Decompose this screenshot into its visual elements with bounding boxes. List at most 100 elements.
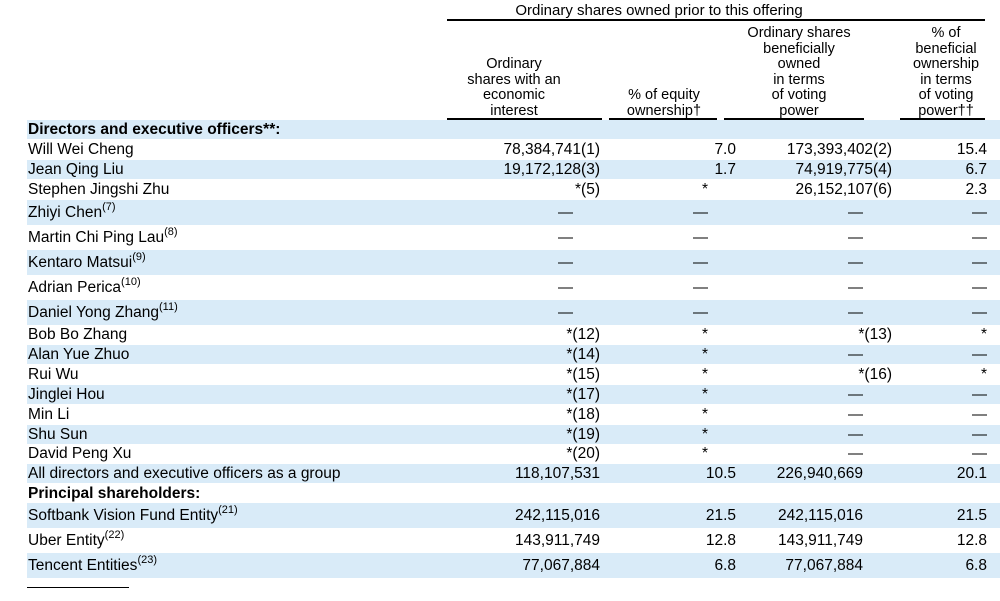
voting-percent-value: — bbox=[972, 204, 987, 221]
holder-name: Martin Chi Ping Lau(8) bbox=[28, 225, 178, 250]
voting-shares-value: — bbox=[848, 254, 863, 271]
table-row: Min Li *(18) * — — bbox=[27, 405, 1000, 424]
footnote-ref: (10) bbox=[121, 276, 141, 288]
holder-name-text: Tencent Entities bbox=[28, 557, 138, 574]
equity-percent-value: — bbox=[693, 254, 708, 271]
holder-name-text: Stephen Jingshi Zhu bbox=[28, 181, 170, 198]
holder-name-text: David Peng Xu bbox=[28, 445, 132, 462]
table-row: Stephen Jingshi Zhu *(5) * 26,152,107(6) 2.3 bbox=[27, 180, 1000, 199]
economic-shares-value: — bbox=[558, 229, 573, 246]
equity-percent-value: — bbox=[693, 304, 708, 321]
voting-shares-value: 226,940,669 bbox=[776, 465, 863, 482]
holder-name: Stephen Jingshi Zhu bbox=[28, 180, 169, 199]
equity-percent-value: 6.8 bbox=[714, 557, 736, 574]
table-row: Martin Chi Ping Lau(8) — — — — bbox=[27, 225, 1000, 250]
footnote-ref: (9) bbox=[132, 251, 146, 263]
economic-shares-value: *(17) bbox=[566, 386, 600, 403]
economic-shares-value: 77,067,884 bbox=[522, 557, 600, 574]
table-row: David Peng Xu *(20) * — — bbox=[27, 444, 1000, 463]
holder-name: Will Wei Cheng bbox=[28, 140, 134, 159]
col-header-economic-interest: Ordinary shares with an economic interes… bbox=[467, 56, 561, 119]
voting-shares-value: — bbox=[848, 346, 863, 363]
table-row: Kentaro Matsui(9) — — — — bbox=[27, 250, 1000, 275]
voting-shares-value: — bbox=[848, 406, 863, 423]
holder-name: Min Li bbox=[28, 405, 69, 424]
col-rule-2 bbox=[609, 118, 717, 120]
economic-shares-value: *(15) bbox=[566, 366, 600, 383]
holder-name: Shu Sun bbox=[28, 425, 87, 444]
holder-name: Jean Qing Liu bbox=[28, 160, 124, 179]
holder-name: Jinglei Hou bbox=[28, 385, 105, 404]
table-row: Softbank Vision Fund Entity(21) 242,115,0… bbox=[27, 503, 1000, 528]
table-row: Daniel Yong Zhang(11) — — — — bbox=[27, 300, 1000, 325]
holder-name-text: Uber Entity bbox=[28, 532, 105, 549]
equity-percent-value: 21.5 bbox=[705, 507, 736, 524]
voting-shares-value: *(16) bbox=[858, 366, 892, 383]
economic-shares-value: *(18) bbox=[566, 406, 600, 423]
table-row: Will Wei Cheng 78,384,741(1) 7.0 173,393,40… bbox=[27, 140, 1000, 159]
equity-percent-value: * bbox=[701, 426, 708, 443]
economic-shares-value: *(19) bbox=[566, 426, 600, 443]
table-row: Alan Yue Zhuo *(14) * — — bbox=[27, 345, 1000, 364]
voting-percent-value: — bbox=[972, 254, 987, 271]
holder-name-text: Jean Qing Liu bbox=[28, 161, 124, 178]
holder-name-text: Jinglei Hou bbox=[28, 386, 105, 403]
economic-shares-value: — bbox=[558, 254, 573, 271]
holder-name: Adrian Perica(10) bbox=[28, 275, 141, 300]
voting-percent-value: 21.5 bbox=[956, 507, 987, 524]
economic-shares-value: 118,107,531 bbox=[514, 465, 600, 482]
holder-name-text: Martin Chi Ping Lau bbox=[28, 229, 165, 246]
footnote-ref: (21) bbox=[218, 504, 238, 516]
table-row: Shu Sun *(19) * — — bbox=[27, 425, 1000, 444]
holder-name-text: Softbank Vision Fund Entity bbox=[28, 507, 219, 524]
table-row: All directors and executive officers as … bbox=[27, 464, 1000, 483]
equity-percent-value: * bbox=[701, 346, 708, 363]
equity-percent-value: — bbox=[693, 279, 708, 296]
voting-shares-value: — bbox=[848, 229, 863, 246]
voting-percent-value: 6.7 bbox=[965, 161, 987, 178]
voting-shares-value: 242,115,016 bbox=[777, 507, 863, 524]
voting-shares-value: — bbox=[848, 204, 863, 221]
voting-shares-value: — bbox=[848, 426, 863, 443]
equity-percent-value: 1.7 bbox=[714, 161, 736, 178]
holder-name: Zhiyi Chen(7) bbox=[28, 200, 116, 225]
section-heading: Directors and executive officers**: bbox=[28, 121, 281, 138]
economic-shares-value: — bbox=[558, 204, 573, 221]
col-rule-3 bbox=[724, 118, 864, 120]
holder-name: Bob Bo Zhang bbox=[28, 325, 127, 344]
footnote-rule bbox=[27, 587, 129, 588]
group-rule bbox=[447, 19, 985, 21]
holder-name: Rui Wu bbox=[28, 365, 79, 384]
holder-name: Kentaro Matsui(9) bbox=[28, 250, 146, 275]
equity-percent-value: * bbox=[701, 366, 708, 383]
voting-shares-value: — bbox=[848, 386, 863, 403]
economic-shares-value: — bbox=[558, 279, 573, 296]
voting-shares-value: *(13) bbox=[858, 326, 892, 343]
holder-name: David Peng Xu bbox=[28, 444, 131, 463]
equity-percent-value: 12.8 bbox=[705, 532, 736, 549]
voting-percent-value: — bbox=[972, 346, 987, 363]
col-rule-1 bbox=[447, 118, 602, 120]
economic-shares-value: *(12) bbox=[566, 326, 600, 343]
footnote-ref: (8) bbox=[164, 226, 178, 238]
voting-percent-value: — bbox=[972, 386, 987, 403]
voting-shares-value: — bbox=[848, 445, 863, 462]
economic-shares-value: *(5) bbox=[575, 181, 600, 198]
economic-shares-value: 143,911,749 bbox=[514, 532, 600, 549]
voting-percent-value: 20.1 bbox=[956, 465, 987, 482]
holder-name: Uber Entity(22) bbox=[28, 528, 124, 553]
col-rule-4 bbox=[900, 118, 985, 120]
table-row: Tencent Entities(23) 77,067,884 6.8 77,067,… bbox=[27, 553, 1000, 578]
voting-percent-value: — bbox=[972, 229, 987, 246]
voting-shares-value: 26,152,107(6) bbox=[795, 181, 892, 198]
group-title: Ordinary shares owned prior to this offe… bbox=[515, 2, 803, 19]
voting-percent-value: * bbox=[980, 326, 987, 343]
section-heading-row: Directors and executive officers**: bbox=[27, 120, 1000, 139]
holder-name-text: Zhiyi Chen bbox=[28, 204, 103, 221]
voting-shares-value: — bbox=[848, 304, 863, 321]
footnote-ref: (23) bbox=[137, 554, 157, 566]
voting-percent-value: — bbox=[972, 445, 987, 462]
footnote-ref: (7) bbox=[102, 201, 116, 213]
col-header-voting-shares: Ordinary shares beneficially owned in te… bbox=[747, 25, 851, 119]
